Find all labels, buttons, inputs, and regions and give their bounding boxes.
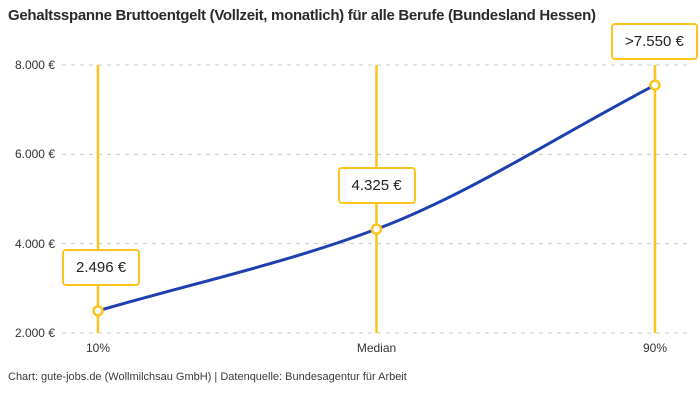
y-axis-tick-label: 2.000 € xyxy=(14,326,55,340)
value-label: 2.496 € xyxy=(62,248,141,286)
value-label: 4.325 € xyxy=(337,167,416,205)
attribution-footer: Chart: gute-jobs.de (Wollmilchsau GmbH) … xyxy=(8,371,407,383)
y-axis-tick-label: 4.000 € xyxy=(14,236,55,251)
data-point-marker xyxy=(649,79,661,91)
y-axis-tick-label: 8.000 € xyxy=(14,58,55,72)
data-point-marker xyxy=(370,223,383,235)
data-point-marker xyxy=(92,305,104,317)
value-label: >7.550 € xyxy=(611,23,698,61)
x-axis-tick-label: 90% xyxy=(642,341,668,355)
x-axis-tick-label: Median xyxy=(356,341,397,355)
y-axis-tick-label: 6.000 € xyxy=(14,147,55,162)
chart-title: Gehaltsspanne Bruttoentgelt (Vollzeit, m… xyxy=(8,7,596,24)
x-axis-tick-label: 10% xyxy=(85,341,111,355)
